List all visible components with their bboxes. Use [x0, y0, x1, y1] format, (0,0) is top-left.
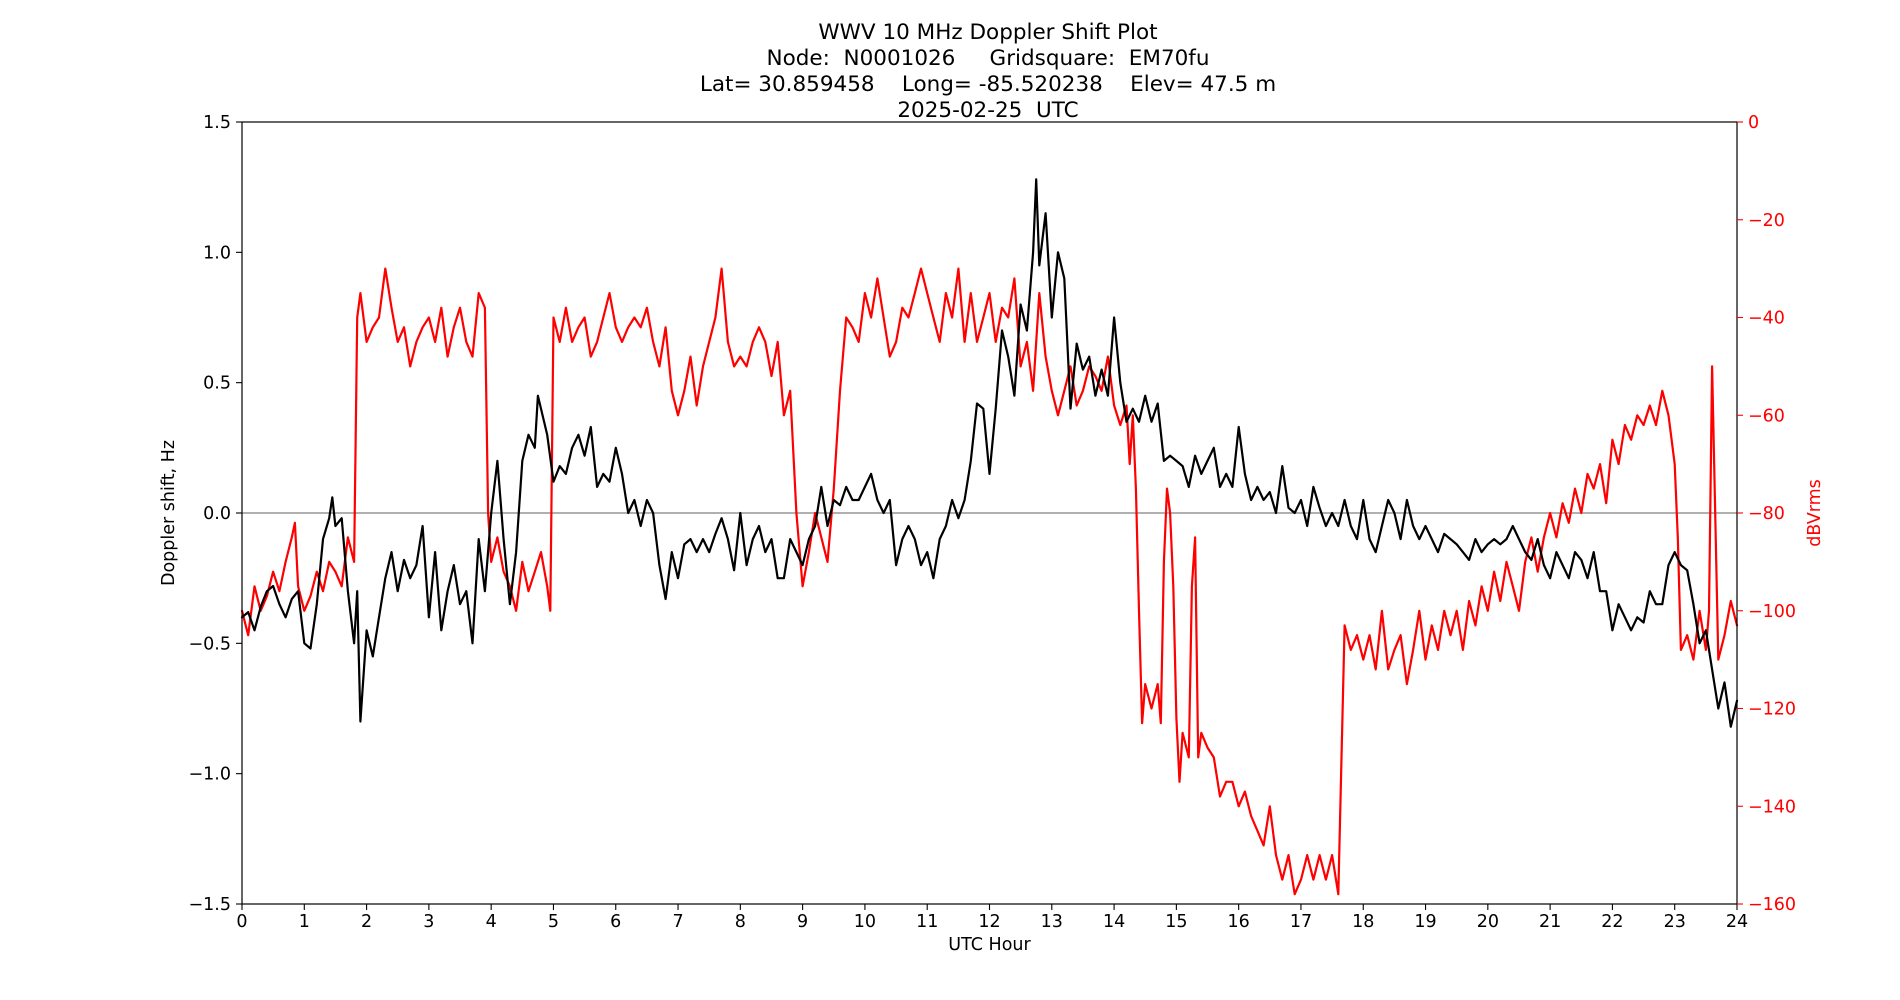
x-tick-label: 6: [610, 912, 621, 932]
x-tick-label: 13: [1041, 912, 1063, 932]
y-axis-right: 0 −20 −40 −60 −80 −100 −120 −140 −160: [1737, 113, 1796, 915]
x-tick-label: 12: [978, 912, 1000, 932]
x-tick-label: 4: [486, 912, 497, 932]
y2-tick-label: −160: [1748, 895, 1796, 915]
y-tick-label: 1.5: [203, 113, 231, 133]
x-tick-label: 3: [423, 912, 434, 932]
y-tick-label: −0.5: [189, 634, 232, 654]
x-tick-label: 8: [735, 912, 746, 932]
x-tick-label: 9: [797, 912, 808, 932]
y-tick-label: 0.0: [203, 504, 231, 524]
y2-tick-label: 0: [1748, 113, 1759, 133]
x-tick-label: 16: [1228, 912, 1250, 932]
y-axis-left: 1.5 1.0 0.5 0.0 −0.5 −1.0 −1.5: [189, 113, 242, 915]
x-tick-label: 5: [548, 912, 559, 932]
x-tick-label: 14: [1103, 912, 1125, 932]
series-layer: [240, 178, 1739, 896]
x-tick-label: 1: [299, 912, 310, 932]
y2-tick-label: −40: [1748, 309, 1785, 329]
x-tick-label: 18: [1352, 912, 1374, 932]
power-series-line: [240, 267, 1739, 896]
title-line-4: 2025-02-25 UTC: [897, 98, 1079, 123]
doppler-series-line: [240, 178, 1739, 728]
x-tick-label: 2: [361, 912, 372, 932]
x-tick-label: 20: [1477, 912, 1499, 932]
y2-axis-label: dBVrms: [1805, 479, 1825, 547]
y2-tick-label: −120: [1748, 700, 1796, 720]
y2-tick-label: −80: [1748, 504, 1785, 524]
y2-tick-label: −100: [1748, 602, 1796, 622]
x-tick-label: 24: [1726, 912, 1748, 932]
y2-tick-label: −60: [1748, 406, 1785, 426]
y-tick-label: 0.5: [203, 374, 231, 394]
x-axis-label: UTC Hour: [948, 935, 1031, 955]
x-tick-label: 15: [1165, 912, 1187, 932]
x-tick-label: 10: [854, 912, 876, 932]
y-tick-label: −1.0: [189, 765, 232, 785]
x-axis: 0 1 2 3 4 5 6 7 8 9 10 11 12 13 14 15 16 17 18 19 20 21 22 23 24: [236, 904, 1748, 932]
x-tick-label: 11: [916, 912, 938, 932]
y2-tick-label: −140: [1748, 797, 1796, 817]
x-tick-label: 21: [1539, 912, 1561, 932]
title-line-2: Node: N0001026 Gridsquare: EM70fu: [766, 46, 1210, 71]
y2-tick-label: −20: [1748, 211, 1785, 231]
y-axis-label: Doppler shift, Hz: [159, 440, 179, 586]
x-tick-label: 23: [1664, 912, 1686, 932]
y-tick-label: −1.5: [189, 895, 232, 915]
x-tick-label: 7: [672, 912, 683, 932]
x-tick-label: 19: [1414, 912, 1436, 932]
title-line-1: WWV 10 MHz Doppler Shift Plot: [818, 20, 1158, 45]
title-line-3: Lat= 30.859458 Long= -85.520238 Elev= 47…: [699, 72, 1277, 97]
x-tick-label: 17: [1290, 912, 1312, 932]
chart-title: WWV 10 MHz Doppler Shift Plot Node: N000…: [0, 20, 1900, 124]
x-tick-label: 0: [236, 912, 247, 932]
x-tick-label: 22: [1601, 912, 1623, 932]
y-tick-label: 1.0: [203, 243, 231, 263]
